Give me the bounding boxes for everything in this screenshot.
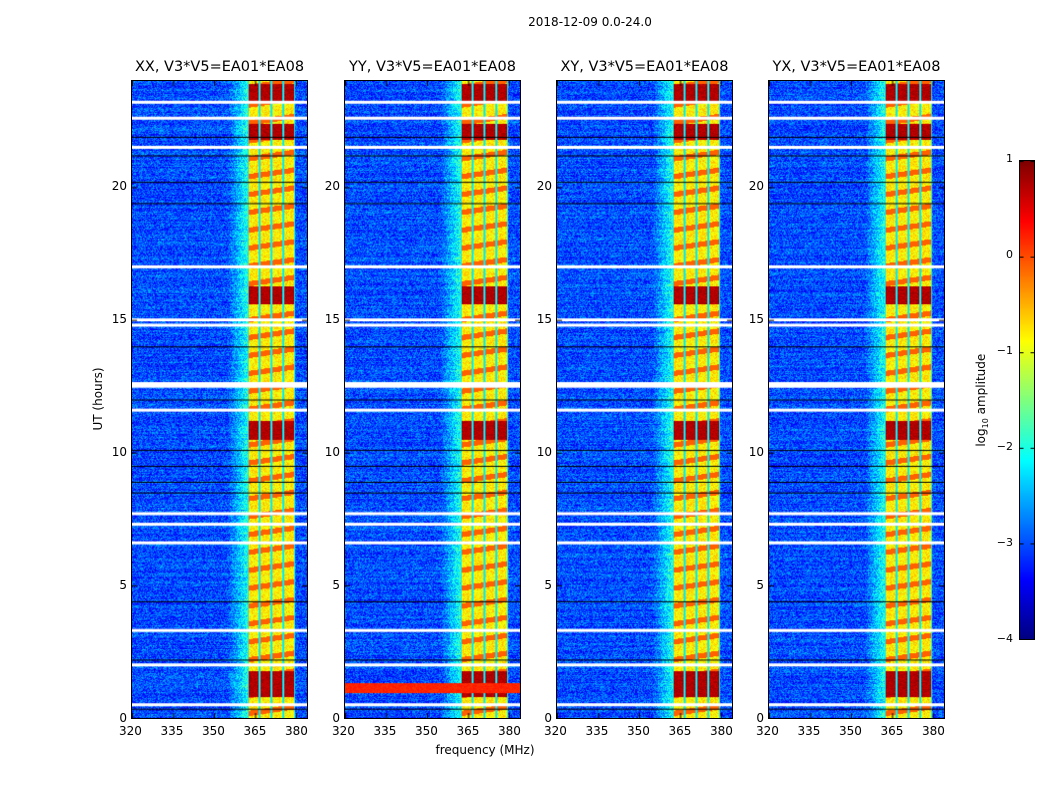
y-tick-label: 10 <box>111 444 127 459</box>
y-tick-label: 10 <box>536 444 552 459</box>
y-tick-label: 5 <box>332 577 340 592</box>
colorbar-label-sub: 10 <box>981 418 991 429</box>
x-tick-label: 350 <box>838 724 862 738</box>
y-tick-label: 20 <box>111 178 127 193</box>
x-tick-label: 320 <box>119 724 142 738</box>
colorbar-tick-label: −3 <box>996 536 1013 549</box>
panel-title: YY, V3*V5=EA01*EA08 <box>349 59 516 75</box>
x-tick-label: 380 <box>709 724 733 738</box>
y-tick-label: 5 <box>119 577 127 592</box>
x-tick-label: 320 <box>332 724 355 738</box>
colorbar-label-suffix: amplitude <box>973 353 988 419</box>
x-tick-label: 350 <box>414 724 438 738</box>
x-tick-label: 380 <box>921 724 945 738</box>
heatmap-panel-2 <box>556 80 733 719</box>
x-tick-label: 335 <box>585 724 609 738</box>
y-tick-label: 10 <box>748 444 764 459</box>
heatmap-panel-0 <box>131 80 308 719</box>
y-tick-label: 5 <box>756 577 764 592</box>
y-tick-label: 15 <box>748 311 764 326</box>
x-axis-label: frequency (MHz) <box>435 743 535 757</box>
panel-title: XY, V3*V5=EA01*EA08 <box>560 59 729 75</box>
colorbar-tick-label: −1 <box>996 344 1013 357</box>
y-tick-label: 0 <box>332 711 340 725</box>
y-tick-label: 20 <box>536 178 552 193</box>
x-tick-label: 365 <box>243 724 267 738</box>
x-tick-label: 335 <box>160 724 184 738</box>
colorbar-tick-label: 0 <box>1006 248 1013 261</box>
x-tick-label: 320 <box>544 724 567 738</box>
colorbar-tick-label: −2 <box>996 440 1013 453</box>
x-tick-label: 335 <box>797 724 821 738</box>
x-tick-label: 365 <box>456 724 480 738</box>
y-tick-label: 15 <box>111 311 127 326</box>
heatmap-panel-3 <box>768 80 945 719</box>
panel-title: XX, V3*V5=EA01*EA08 <box>134 59 305 75</box>
colorbar-tick-label: −4 <box>996 632 1013 645</box>
x-tick-label: 365 <box>880 724 904 738</box>
x-tick-label: 350 <box>201 724 225 738</box>
panel-title: YX, V3*V5=EA01*EA08 <box>772 59 941 75</box>
y-tick-label: 0 <box>119 711 127 725</box>
x-tick-label: 335 <box>373 724 397 738</box>
colorbar <box>1019 160 1035 640</box>
y-tick-label: 5 <box>544 577 552 592</box>
y-tick-label: 10 <box>324 444 340 459</box>
figure-title: 2018-12-09 0.0-24.0 <box>528 15 652 29</box>
x-tick-label: 365 <box>668 724 692 738</box>
y-tick-label: 20 <box>324 178 340 193</box>
y-tick-label: 15 <box>536 311 552 326</box>
y-axis-label: UT (hours) <box>91 367 105 431</box>
y-tick-label: 15 <box>324 311 340 326</box>
colorbar-tick-label: 1 <box>1006 152 1013 165</box>
y-tick-label: 20 <box>748 178 764 193</box>
y-tick-label: 0 <box>756 711 764 725</box>
y-tick-label: 0 <box>544 711 552 725</box>
x-tick-label: 350 <box>626 724 650 738</box>
x-tick-label: 320 <box>756 724 779 738</box>
x-tick-label: 380 <box>497 724 521 738</box>
heatmap-panel-1 <box>344 80 521 719</box>
x-tick-label: 380 <box>284 724 308 738</box>
